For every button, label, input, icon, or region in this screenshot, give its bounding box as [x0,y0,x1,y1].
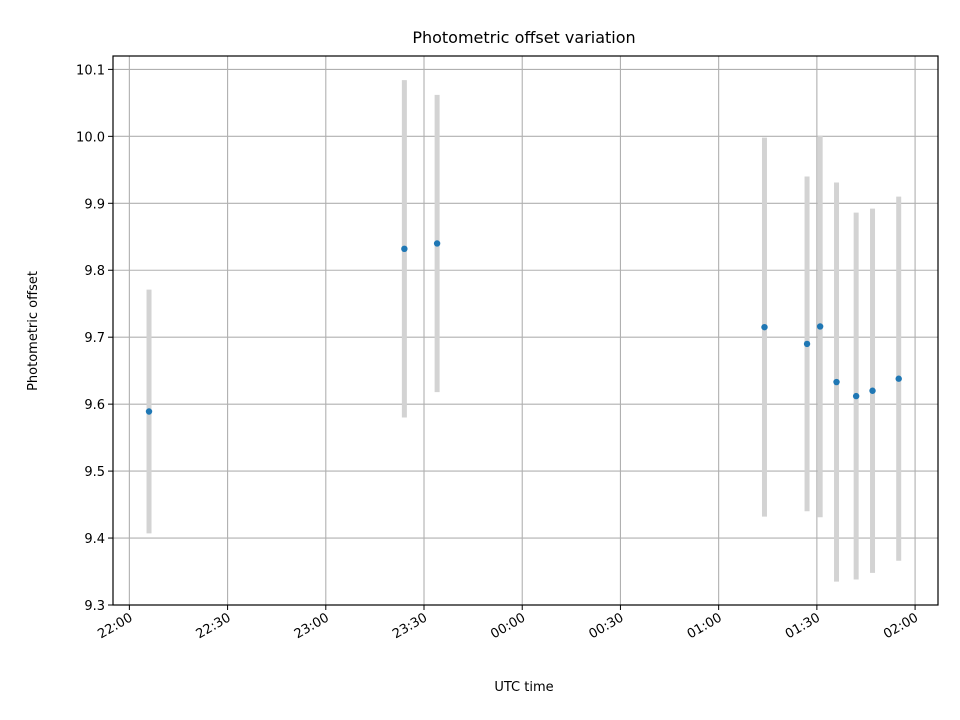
y-tick-label: 9.7 [84,331,105,346]
y-tick-label: 9.9 [84,197,105,212]
x-tick-label: 22:00 [95,610,135,642]
x-tick-label: 23:00 [292,610,332,642]
x-axis-ticks: 22:00 22:30 23:00 23:30 00:00 00:30 01:00 01:30… [95,605,921,642]
y-tick-label: 9.8 [84,264,105,279]
y-tick-label: 10.0 [76,130,105,145]
y-tick-label: 9.4 [84,532,105,547]
grid-lines [113,56,938,606]
plot-frame [112,55,939,606]
x-tick-label: 00:00 [488,610,528,642]
data-point [761,323,768,331]
data-point [833,378,840,386]
error-bars [146,80,902,582]
x-axis-label: UTC time [494,680,553,695]
x-tick-label: 22:30 [194,610,234,642]
x-tick-label: 23:30 [390,610,430,642]
data-point [401,245,408,253]
y-tick-label: 9.5 [84,465,105,480]
x-tick-label: 00:30 [586,610,626,642]
data-point [816,323,824,330]
data-point [803,340,811,348]
x-tick-label: 01:30 [783,610,823,642]
x-tick-label: 02:00 [881,610,921,642]
data-point [852,392,860,400]
data-point [895,375,902,382]
y-axis-ticks: 9.3 9.4 9.5 9.6 9.7 9.8 9.9 10.0 10.1 [76,63,113,614]
data-point [433,240,441,247]
y-tick-label: 9.3 [84,599,105,614]
data-point [145,408,153,415]
y-tick-label: 10.1 [76,63,105,78]
y-tick-label: 9.6 [84,398,105,413]
chart-title: Photometric offset variation [412,28,635,47]
y-axis-label: Photometric offset [26,271,41,391]
data-points [145,240,902,415]
data-point [869,387,876,394]
x-tick-label: 01:00 [685,610,725,642]
